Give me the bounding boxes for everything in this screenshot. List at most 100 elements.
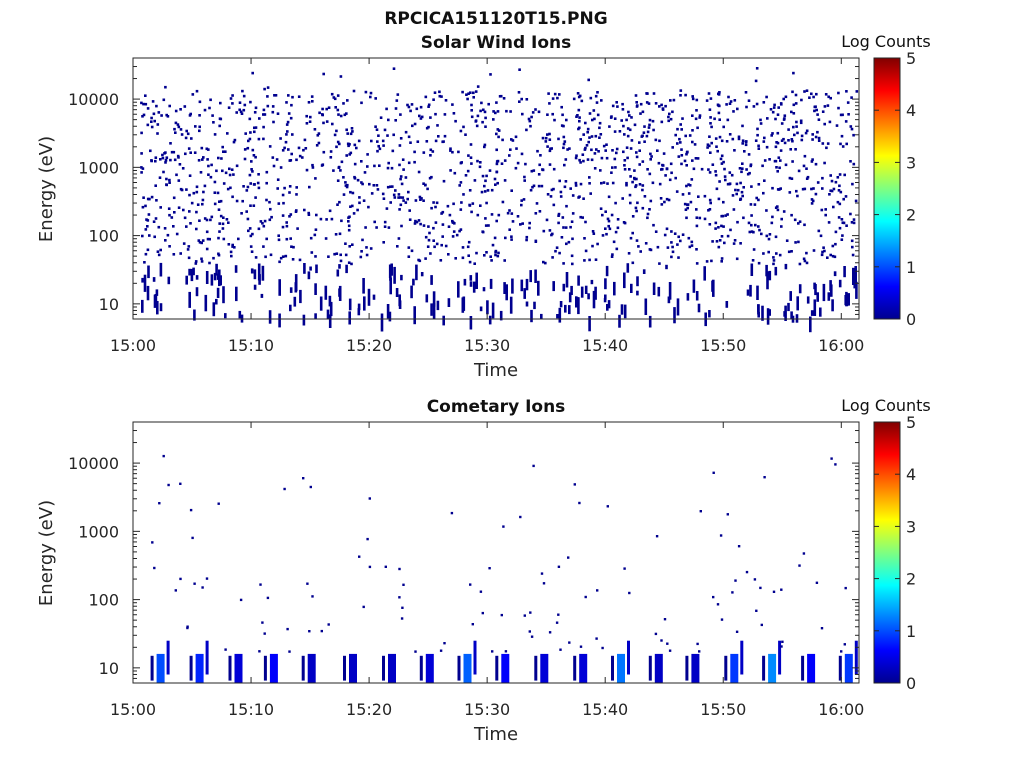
heatmap-cell xyxy=(271,105,275,108)
heatmap-cell xyxy=(685,164,688,167)
heatmap-cell xyxy=(503,179,507,182)
heatmap-cell xyxy=(441,235,444,238)
heatmap-cell xyxy=(333,97,337,101)
heatmap-cell xyxy=(240,112,244,115)
heatmap-cell xyxy=(515,147,518,150)
heatmap-cell xyxy=(646,212,650,216)
heatmap-cell xyxy=(229,97,233,100)
heatmap-cell xyxy=(697,195,700,198)
heatmap-cell xyxy=(766,271,769,290)
heatmap-cell xyxy=(140,101,143,105)
heatmap-cell xyxy=(345,264,348,274)
heatmap-cell xyxy=(567,240,571,244)
heatmap-cell xyxy=(735,182,739,186)
heatmap-cell xyxy=(155,289,159,296)
heatmap-cell xyxy=(740,640,744,675)
heatmap-cell xyxy=(587,78,590,82)
heatmap-cell xyxy=(492,118,495,121)
heatmap-cell xyxy=(747,99,751,102)
heatmap-cell xyxy=(378,147,382,151)
heatmap-cell xyxy=(516,215,520,218)
heatmap-cell xyxy=(611,253,614,256)
heatmap-cell xyxy=(757,144,760,148)
heatmap-cell xyxy=(295,186,298,189)
heatmap-cell xyxy=(750,223,753,227)
heatmap-cell xyxy=(792,71,795,75)
heatmap-cell xyxy=(235,164,239,168)
heatmap-cell xyxy=(281,214,285,217)
heatmap-cell xyxy=(263,655,267,681)
heatmap-cell xyxy=(307,211,310,215)
heatmap-cell xyxy=(623,567,626,570)
heatmap-cell xyxy=(726,213,729,216)
heatmap-cell xyxy=(811,138,814,141)
heatmap-cell xyxy=(820,253,824,257)
heatmap-cell xyxy=(775,252,778,255)
heatmap-cell xyxy=(760,623,763,627)
heatmap-cell xyxy=(716,103,720,107)
heatmap-cell xyxy=(382,197,386,200)
heatmap-cell xyxy=(723,241,726,245)
heatmap-cell xyxy=(679,94,682,97)
heatmap-cell xyxy=(397,196,400,199)
heatmap-cell xyxy=(268,200,271,204)
x-tick-label: 15:20 xyxy=(346,336,392,355)
heatmap-cell xyxy=(217,502,220,505)
heatmap-cell xyxy=(756,127,759,131)
heatmap-cell xyxy=(346,183,349,187)
heatmap-cell xyxy=(737,135,741,139)
heatmap-cell xyxy=(706,146,709,149)
heatmap-cell xyxy=(361,238,364,242)
heatmap-cell xyxy=(318,111,321,115)
heatmap-cell xyxy=(810,187,813,191)
colorbar-tick-label: 4 xyxy=(906,101,916,120)
heatmap-cell xyxy=(307,271,311,280)
heatmap-cell xyxy=(497,129,501,132)
heatmap-cell xyxy=(574,181,578,185)
heatmap-cell xyxy=(628,114,631,117)
heatmap-cell xyxy=(249,245,253,248)
heatmap-cell xyxy=(253,130,256,134)
heatmap-cell xyxy=(817,118,821,121)
heatmap-cell xyxy=(336,94,340,97)
heatmap-cell xyxy=(612,240,616,244)
heatmap-cell xyxy=(560,236,564,239)
heatmap-cell xyxy=(741,167,744,170)
heatmap-cell xyxy=(268,218,272,222)
heatmap-cell xyxy=(224,648,227,651)
heatmap-cell xyxy=(204,294,208,312)
heatmap-cell xyxy=(635,155,639,159)
heatmap-cell xyxy=(717,111,721,115)
heatmap-cell xyxy=(158,176,162,179)
heatmap-cell xyxy=(154,159,157,163)
heatmap-cell xyxy=(311,163,314,167)
colorbar-tick-label: 0 xyxy=(906,310,916,329)
heatmap-cell xyxy=(776,205,779,208)
heatmap-cell xyxy=(654,138,658,142)
heatmap-cell xyxy=(281,149,285,152)
heatmap-cell xyxy=(561,216,565,219)
heatmap-cell xyxy=(305,122,309,125)
heatmap-cell xyxy=(188,210,191,213)
heatmap-cell xyxy=(842,221,846,225)
heatmap-cell xyxy=(450,511,454,515)
heatmap-cell xyxy=(198,129,201,133)
heatmap-cell xyxy=(640,135,644,138)
heatmap-cell xyxy=(218,222,221,225)
heatmap-cell xyxy=(173,127,176,131)
heatmap-cell xyxy=(414,199,418,202)
heatmap-cell xyxy=(816,181,820,184)
heatmap-cell xyxy=(471,202,475,205)
heatmap-cell xyxy=(694,117,698,121)
heatmap-cell xyxy=(484,217,487,220)
heatmap-cell xyxy=(217,252,220,256)
heatmap-cell xyxy=(722,200,725,204)
heatmap-cell xyxy=(850,127,854,131)
heatmap-cell xyxy=(413,160,416,164)
heatmap-cell xyxy=(688,134,692,137)
heatmap-cell xyxy=(295,209,298,212)
heatmap-cell xyxy=(844,653,853,683)
heatmap-cell xyxy=(495,170,498,174)
heatmap-cell xyxy=(327,255,330,258)
heatmap-cell xyxy=(709,97,713,100)
